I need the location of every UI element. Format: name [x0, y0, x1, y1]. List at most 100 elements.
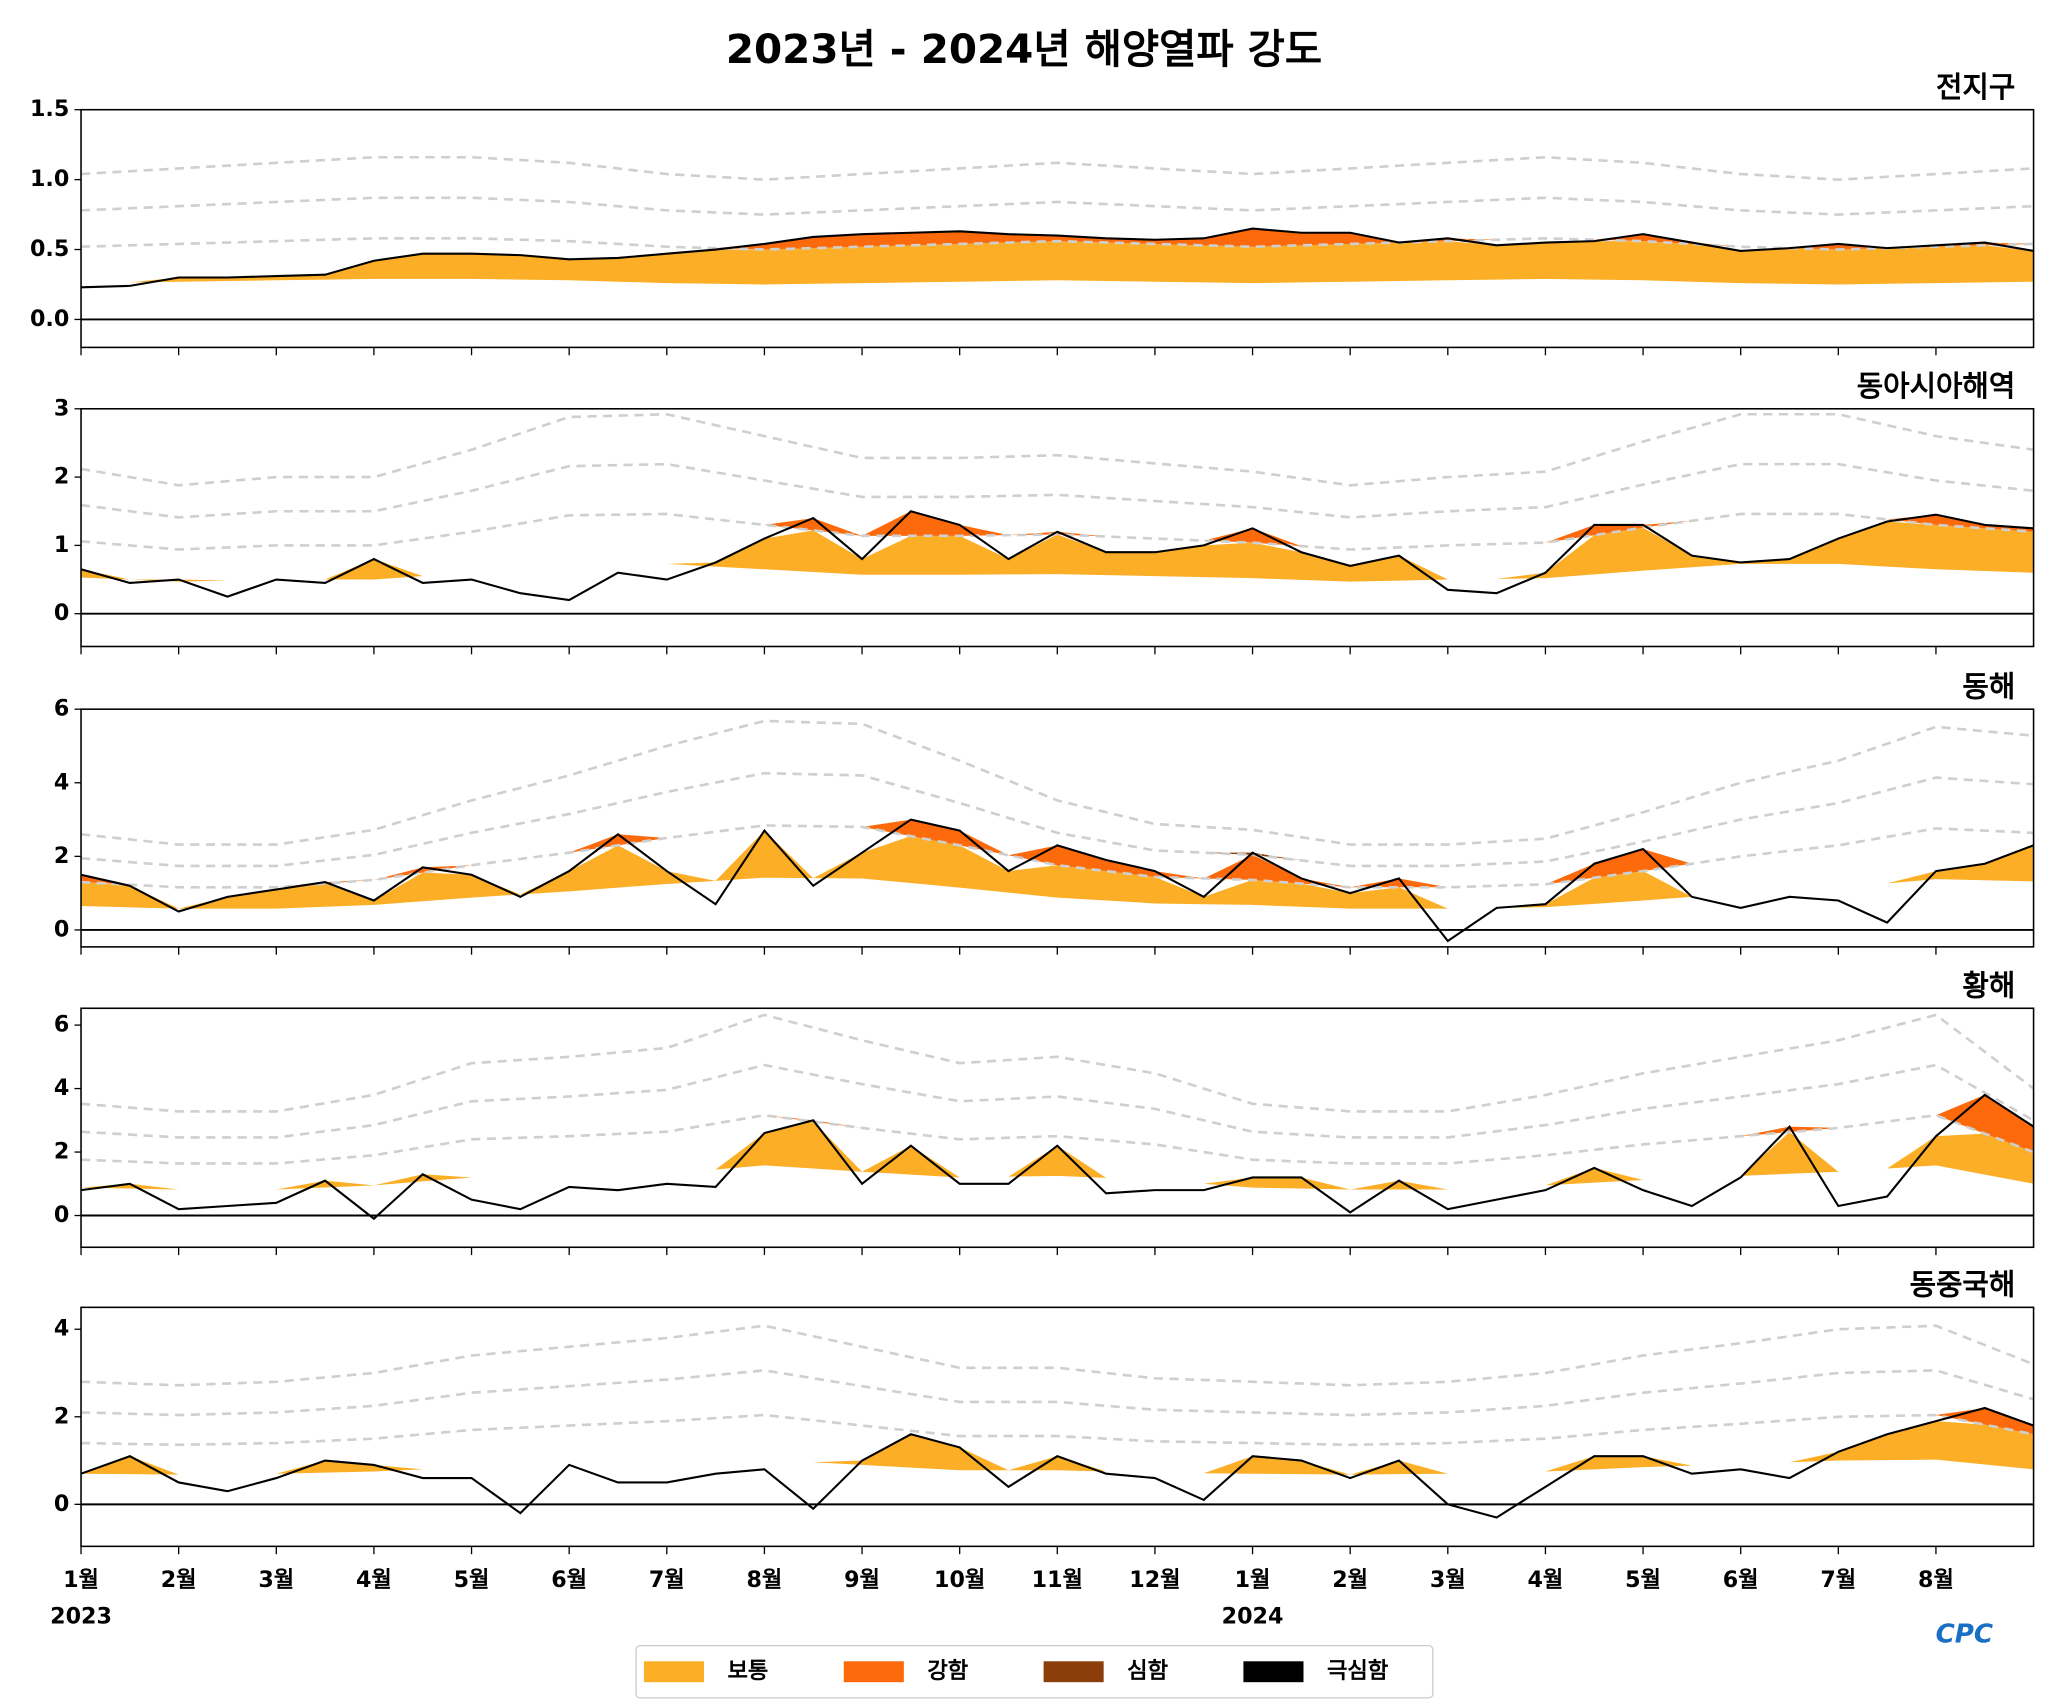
logo: CPC	[1936, 1620, 1993, 1650]
y-tick-label: 4	[54, 1075, 69, 1101]
x-tick-label: 2월	[1332, 1567, 1368, 1593]
threshold-line	[81, 237, 2034, 251]
x-tick-label: 7월	[649, 1567, 685, 1593]
x-tick-label: 4월	[356, 1567, 392, 1593]
threshold-line	[81, 512, 2034, 551]
threshold-line	[81, 719, 2034, 846]
y-tick-label: 2	[54, 1139, 69, 1165]
y-tick-label: 0.0	[30, 306, 69, 332]
threshold-line	[81, 462, 2034, 519]
intensity-fill	[81, 1065, 2034, 1138]
intensity-fill	[81, 241, 2034, 285]
intensity-fill	[81, 228, 2034, 250]
panel	[81, 1324, 2034, 1519]
intensity-fill	[81, 464, 2034, 518]
frame	[80, 708, 2035, 948]
y-tick-label: 3	[54, 395, 69, 421]
intensity-fill	[81, 157, 2034, 180]
intensity-fill	[81, 1408, 2034, 1445]
intensity-fill	[81, 1014, 2034, 1112]
panel	[81, 155, 2034, 321]
year-label: 2024	[1222, 1603, 1284, 1629]
intensity-fill	[81, 1370, 2034, 1416]
frame	[80, 108, 2035, 349]
panel-title: 동아시아해역	[1857, 369, 2016, 403]
panel	[81, 412, 2034, 615]
threshold-line	[81, 1369, 2034, 1417]
x-tick-label: 5월	[1625, 1567, 1661, 1593]
intensity-fill	[81, 197, 2034, 215]
y-tick-label: 6	[54, 696, 69, 722]
y-tick-label: 1.5	[30, 96, 69, 122]
y-tick-label: 2	[54, 843, 69, 869]
intensity-fill	[81, 720, 2034, 845]
y-tick-label: 2	[54, 1403, 69, 1429]
intensity-fill	[81, 521, 2034, 582]
x-tick-label: 1월	[1235, 1567, 1271, 1593]
y-tick-label: 4	[54, 769, 69, 795]
panel-title: 황해	[1962, 968, 2015, 1002]
threshold-line	[81, 1324, 2034, 1387]
y-tick-label: 6	[54, 1012, 69, 1038]
panel-title: 동해	[1962, 669, 2015, 703]
y-tick-label: 1.0	[30, 166, 69, 192]
legend-swatch	[843, 1661, 904, 1683]
legend-swatch	[1243, 1661, 1304, 1683]
anomaly-line	[81, 227, 2034, 289]
x-tick-label: 2월	[161, 1567, 197, 1593]
x-tick-label: 8월	[1918, 1567, 1954, 1593]
y-tick-label: 4	[54, 1316, 69, 1342]
x-tick-label: 3월	[258, 1567, 294, 1593]
intensity-fill	[81, 819, 2034, 888]
legend-swatch	[643, 1661, 705, 1683]
x-tick-label: 1월	[63, 1567, 99, 1593]
threshold-line	[81, 1113, 2034, 1165]
anomaly-line	[81, 1406, 2034, 1519]
threshold-line	[81, 771, 2034, 868]
y-tick-label: 0	[54, 600, 69, 626]
x-tick-label: 5월	[454, 1567, 490, 1593]
intensity-fill	[81, 1421, 2034, 1475]
legend-label: 강함	[927, 1658, 968, 1684]
y-tick-label: 0.5	[30, 236, 69, 262]
y-tick-label: 0	[54, 1202, 69, 1228]
legend-box	[635, 1644, 1434, 1699]
intensity-fill	[81, 1325, 2034, 1386]
legend-label: 극심함	[1327, 1658, 1389, 1684]
x-tick-label: 10월	[934, 1567, 985, 1593]
panel-title: 동중국해	[1910, 1267, 2016, 1301]
intensity-fill	[81, 830, 2034, 909]
threshold-line	[81, 824, 2034, 889]
year-label: 2023	[50, 1603, 112, 1629]
frame	[80, 1007, 2035, 1249]
legend-swatch	[1043, 1661, 1104, 1683]
x-tick-label: 4월	[1528, 1567, 1564, 1593]
panel-title: 전지구	[1936, 70, 2015, 104]
chart-title: 2023년 - 2024년 해양열파 강도	[726, 25, 1322, 73]
y-tick-label: 2	[54, 464, 69, 490]
x-tick-label: 3월	[1430, 1567, 1466, 1593]
x-tick-label: 9월	[844, 1567, 880, 1593]
panel	[81, 719, 2034, 943]
legend-label: 보통	[728, 1658, 769, 1684]
threshold-line	[81, 1013, 2034, 1113]
x-tick-label: 6월	[551, 1567, 587, 1593]
threshold-line	[81, 1413, 2034, 1447]
frame	[80, 408, 2035, 648]
panel	[81, 1013, 2034, 1221]
threshold-line	[81, 196, 2034, 216]
anomaly-line	[81, 1093, 2034, 1221]
x-tick-label: 12월	[1129, 1567, 1180, 1593]
intensity-fill	[81, 1121, 2034, 1190]
y-tick-label: 0	[54, 916, 69, 942]
intensity-fill	[81, 414, 2034, 486]
x-tick-label: 8월	[746, 1567, 782, 1593]
legend-label: 심함	[1127, 1658, 1168, 1684]
frame	[80, 1306, 2035, 1548]
anomaly-line	[81, 510, 2034, 602]
threshold-line	[81, 412, 2034, 487]
threshold-line	[81, 1063, 2034, 1139]
y-tick-label: 0	[54, 1491, 69, 1517]
anomaly-line	[81, 818, 2034, 943]
